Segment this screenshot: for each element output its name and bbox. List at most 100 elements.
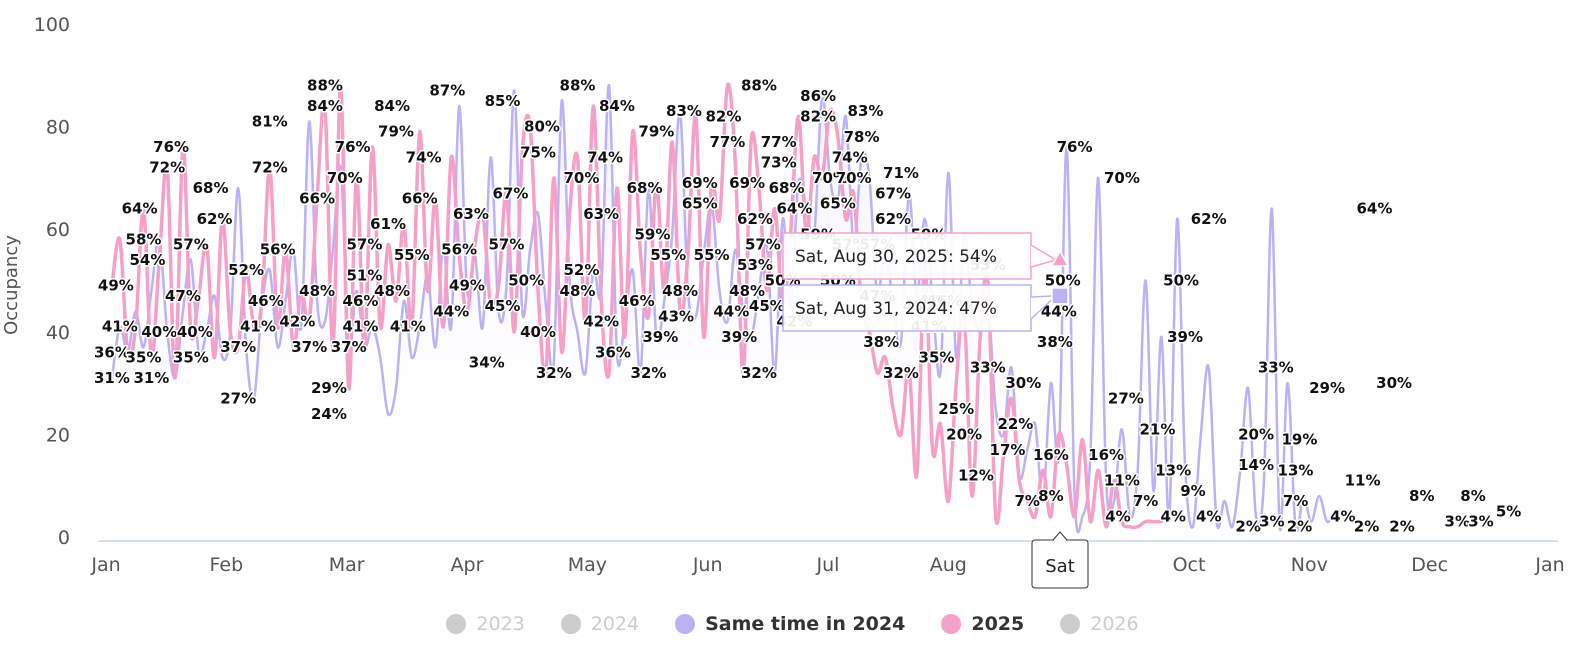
data-label: 85% [485,92,521,110]
legend-item-2026[interactable]: 2026 [1060,613,1139,635]
data-label: 65% [820,195,856,213]
data-label: 24% [311,405,347,423]
data-label: 32% [536,364,572,382]
legend: 2023 2024 Same time in 2024 2025 2026 [0,608,1585,640]
data-label: 48% [729,282,765,300]
data-label: 76% [1057,138,1093,156]
data-label: 51% [346,266,382,284]
data-label: 30% [1005,374,1041,392]
data-label: 37% [220,338,256,356]
data-label: 70% [327,169,363,187]
series-line-2025[interactable] [110,82,1164,530]
data-label: 48% [662,282,698,300]
legend-label: 2025 [971,613,1025,635]
data-label: 44% [433,302,469,320]
legend-dot-icon [1060,614,1081,634]
data-label: 38% [1037,333,1073,351]
data-label: 88% [741,77,777,95]
data-label: 7% [1014,492,1039,510]
series-area-same-time-2024 [111,85,1343,537]
data-label: 33% [1258,359,1294,377]
x-tick-label: Jan [1534,554,1564,576]
data-label: 68% [627,179,663,197]
hover-overlay: Sat Sat, Aug 30, 2025: 54% Sat, Aug 31, 20… [782,232,1089,589]
crosshair-label: Sat [1045,556,1075,577]
data-label: 57% [346,236,382,254]
data-label: 21% [1139,420,1175,438]
data-label: 47% [165,287,201,305]
data-label: 55% [394,246,430,264]
data-label: 71% [883,164,919,182]
crosshair-pointer [1052,531,1068,541]
x-tick-label: Jan [90,554,120,576]
legend-item-2025[interactable]: 2025 [941,613,1024,635]
data-label: 72% [149,159,185,177]
data-label: 62% [875,210,911,228]
data-label: 81% [252,112,288,130]
data-label: 9% [1180,482,1205,500]
data-label: 62% [197,210,233,228]
data-label: 3% [1259,513,1284,531]
data-label: 66% [402,189,438,207]
data-label: 80% [524,118,560,136]
data-label: 16% [1033,446,1069,464]
hover-marker-2025 [1050,249,1070,267]
data-label: 19% [1281,431,1317,449]
data-label: 70% [836,169,872,187]
data-label: 68% [769,179,805,197]
data-label: 68% [193,179,229,197]
data-label: 13% [1278,461,1314,479]
data-label: 4% [1330,507,1355,525]
data-label: 36% [94,343,130,361]
data-label: 8% [1409,487,1434,505]
data-label: 78% [844,128,880,146]
data-label: 64% [122,200,158,218]
data-label: 56% [260,241,296,259]
data-label: 20% [946,425,982,443]
data-label: 57% [489,236,525,254]
data-label: 83% [848,102,884,120]
data-label: 14% [1238,456,1274,474]
data-label: 29% [311,379,347,397]
data-label: 31% [94,369,130,387]
data-label: 38% [863,333,899,351]
data-label: 84% [374,97,410,115]
data-label: 74% [832,148,868,166]
legend-label: 2024 [590,613,640,635]
data-label: 61% [370,215,406,233]
data-label: 74% [406,148,442,166]
series-lines [110,82,1345,534]
x-tick-label: Jun [692,554,723,576]
data-label: 66% [299,189,335,207]
tooltip-text: Sat, Aug 31, 2024: 47% [795,299,997,319]
data-label: 67% [492,184,528,202]
data-label: 55% [650,246,686,264]
data-label: 50% [508,272,544,290]
data-label: 45% [485,297,521,315]
x-tick-label: Apr [451,554,484,576]
data-label: 30% [1376,374,1412,392]
data-label: 75% [520,143,556,161]
data-label: 59% [634,225,670,243]
data-label: 12% [958,466,994,484]
legend-item-2024[interactable]: 2024 [560,613,640,635]
data-label: 49% [449,277,485,295]
data-label: 88% [307,77,343,95]
data-label: 2% [1235,518,1260,536]
data-label: 33% [970,359,1006,377]
data-label: 65% [682,195,718,213]
series-areas [111,85,1343,537]
data-label: 39% [721,328,757,346]
legend-item-2023[interactable]: 2023 [446,613,525,635]
data-label: 37% [331,338,367,356]
data-label: 16% [1088,446,1124,464]
data-label: 27% [1108,389,1144,407]
y-axis-label: Occupancy [1,235,22,335]
data-label: 48% [299,282,335,300]
data-label: 42% [583,313,619,331]
data-label: 34% [469,354,505,372]
y-tick-label: 80 [46,117,70,139]
x-tick-label: May [568,554,607,576]
legend-item-same-time-in-2024[interactable]: Same time in 2024 [675,613,905,635]
